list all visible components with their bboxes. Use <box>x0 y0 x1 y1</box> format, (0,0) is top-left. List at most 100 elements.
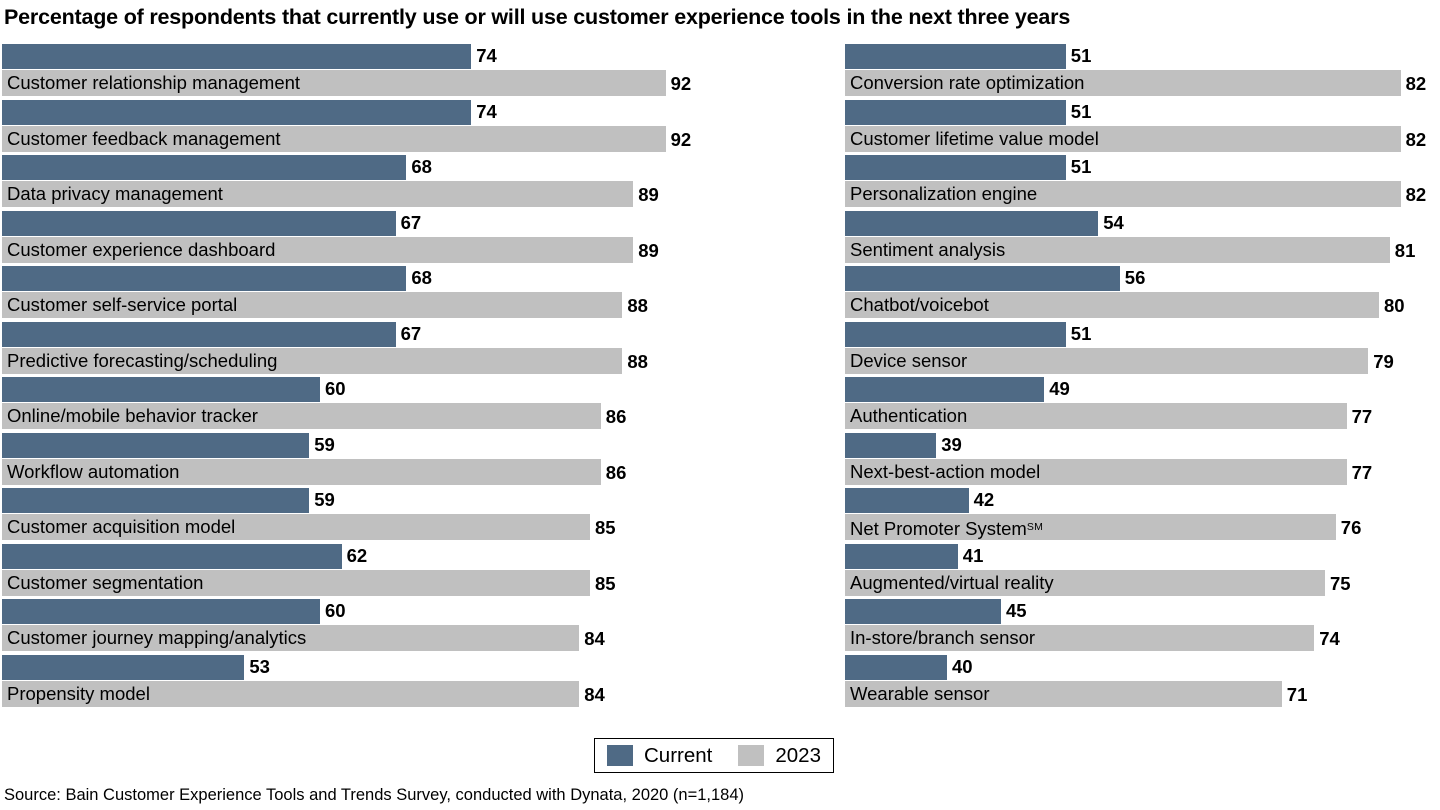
bar-value-current: 68 <box>411 267 432 288</box>
bar-value-2023: 81 <box>1394 239 1416 261</box>
bar-value-2023: 89 <box>638 239 659 261</box>
chart-legend: Current 2023 <box>594 738 834 773</box>
bar-value-current: 42 <box>973 489 995 510</box>
bar-2023 <box>2 347 623 374</box>
bar-value-current: 51 <box>1070 45 1092 66</box>
bar-value-2023: 74 <box>1319 628 1340 649</box>
bar-current <box>845 321 1066 347</box>
bar-2023 <box>845 292 1379 318</box>
bar-value-2023: 92 <box>670 73 692 94</box>
bar-2023 <box>845 680 1282 707</box>
bar-value-current: 40 <box>952 655 973 677</box>
bar-2023 <box>2 625 580 651</box>
chart-title: Percentage of respondents that currently… <box>4 5 1071 29</box>
source-note: Source: Bain Customer Experience Tools a… <box>4 786 745 804</box>
bar-2023 <box>845 403 1347 429</box>
bar-value-2023: 88 <box>627 295 648 316</box>
bar-2023 <box>2 403 601 429</box>
bar-value-2023: 80 <box>1384 295 1405 316</box>
bar-current <box>845 266 1120 291</box>
bar-value-current: 74 <box>476 45 497 66</box>
bar-value-2023: 84 <box>584 628 605 649</box>
bar-value-current: 60 <box>325 600 346 621</box>
bar-current <box>845 488 969 513</box>
bar-2023 <box>845 625 1315 651</box>
bar-value-2023: 84 <box>584 683 605 705</box>
bar-2023 <box>2 680 580 707</box>
bar-value-current: 41 <box>962 544 984 566</box>
bar-2023 <box>845 181 1401 207</box>
bar-value-current: 59 <box>314 433 335 455</box>
bar-value-2023: 76 <box>1340 517 1362 538</box>
bar-2023 <box>2 458 601 485</box>
bar-value-2023: 77 <box>1351 406 1373 427</box>
bar-value-2023: 82 <box>1405 128 1427 150</box>
bar-value-current: 53 <box>249 655 270 677</box>
bar-value-current: 39 <box>941 433 962 455</box>
bar-current <box>845 210 1099 236</box>
bar-value-current: 62 <box>346 544 368 566</box>
bar-value-current: 67 <box>400 211 422 233</box>
legend-item-current: Current <box>607 744 712 768</box>
bar-value-2023: 77 <box>1351 461 1373 483</box>
bar-current <box>2 44 472 69</box>
bar-value-2023: 71 <box>1286 683 1308 705</box>
bar-value-2023: 92 <box>670 128 692 150</box>
bar-value-current: 67 <box>400 322 422 344</box>
bar-current <box>2 488 310 513</box>
bar-2023 <box>2 292 623 318</box>
bar-2023 <box>845 514 1336 540</box>
legend-item-2023: 2023 <box>738 744 821 768</box>
bar-value-2023: 88 <box>627 350 648 372</box>
bar-value-current: 51 <box>1070 322 1092 344</box>
bar-value-current: 45 <box>1006 600 1027 621</box>
bar-value-2023: 85 <box>595 517 616 538</box>
bar-value-2023: 86 <box>605 406 627 427</box>
bar-2023 <box>2 181 634 207</box>
bar-current <box>845 432 937 458</box>
bar-value-current: 51 <box>1070 156 1092 177</box>
bar-value-2023: 82 <box>1405 73 1427 94</box>
bar-current <box>2 654 245 680</box>
bar-current <box>2 377 320 402</box>
bar-current <box>845 155 1066 180</box>
bar-value-2023: 89 <box>638 184 659 205</box>
bar-value-current: 68 <box>411 156 432 177</box>
bar-value-2023: 82 <box>1405 184 1427 205</box>
bar-current <box>845 99 1066 125</box>
bar-current <box>845 599 1001 624</box>
bar-value-current: 56 <box>1124 267 1146 288</box>
bar-value-2023: 85 <box>595 572 616 594</box>
bar-2023 <box>845 236 1390 263</box>
bar-current <box>2 210 396 236</box>
bar-2023 <box>845 569 1325 596</box>
bar-2023 <box>2 125 666 152</box>
legend-swatch-2023-icon <box>738 745 765 766</box>
bar-value-current: 54 <box>1103 211 1124 233</box>
bar-2023 <box>2 569 590 596</box>
bar-value-2023: 86 <box>605 461 627 483</box>
bar-current <box>2 432 310 458</box>
bar-2023 <box>2 236 634 263</box>
bar-value-2023: 79 <box>1373 350 1394 372</box>
bar-value-2023: 75 <box>1330 572 1351 594</box>
bar-current <box>2 266 407 291</box>
bar-value-current: 74 <box>476 100 497 122</box>
legend-swatch-current-icon <box>607 745 633 766</box>
bar-current <box>2 99 472 125</box>
bar-current <box>2 599 320 624</box>
bar-current <box>2 543 342 569</box>
bar-current <box>845 543 958 569</box>
bar-2023 <box>845 347 1369 374</box>
bar-value-current: 51 <box>1070 100 1092 122</box>
bar-current <box>2 321 396 347</box>
bar-value-current: 49 <box>1049 378 1070 399</box>
bar-current <box>845 654 947 680</box>
bar-2023 <box>845 125 1401 152</box>
bar-2023 <box>845 70 1401 96</box>
bar-current <box>2 155 407 180</box>
bar-value-current: 60 <box>325 378 346 399</box>
legend-label-2023: 2023 <box>775 743 821 767</box>
bar-value-current: 59 <box>314 489 335 510</box>
